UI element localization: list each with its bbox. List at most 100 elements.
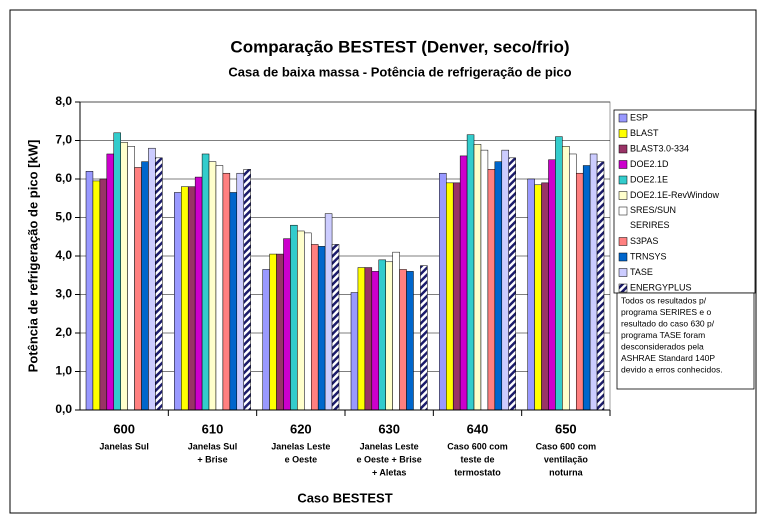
legend-label: DOE2.1E-RevWindow	[630, 190, 720, 200]
legend-box	[613, 109, 756, 294]
bar	[174, 192, 182, 411]
y-tick-label: 5,0	[55, 210, 72, 224]
bar	[155, 157, 163, 411]
bar	[575, 172, 584, 411]
bar	[480, 149, 489, 411]
bar	[324, 213, 333, 411]
bar	[194, 176, 203, 411]
bar	[181, 186, 189, 411]
x-tick-note: Janelas Leste	[271, 441, 330, 451]
y-tick-label: 0,0	[55, 402, 72, 416]
bar	[350, 292, 359, 411]
legend-swatch	[618, 268, 628, 277]
y-tick-label: 7,0	[55, 133, 72, 147]
bar	[527, 178, 535, 411]
note-box	[616, 292, 755, 390]
bar	[473, 144, 482, 411]
bar	[310, 244, 319, 411]
bar	[562, 146, 570, 411]
note-line: desconsiderados pela	[621, 341, 704, 351]
x-tick-note: + Aletas	[372, 467, 406, 477]
y-tick-label: 1,0	[55, 364, 72, 378]
legend-label: DOE2.1D	[630, 159, 669, 169]
x-tick-label: 650	[555, 421, 577, 436]
bar	[304, 232, 312, 411]
x-tick-note: Caso 600 com	[447, 441, 508, 451]
bar	[92, 180, 101, 411]
legend-label: S3PAS	[630, 236, 658, 246]
x-tick-label: 610	[202, 421, 224, 436]
y-tick-label: 8,0	[55, 94, 72, 108]
legend-swatch	[618, 206, 628, 216]
x-axis-label: Caso BESTEST	[297, 490, 392, 505]
note-line: programa SERIRES e o	[621, 307, 712, 317]
bar	[569, 153, 577, 411]
bar	[148, 147, 156, 411]
legend-swatch	[618, 160, 628, 169]
x-tick-label: 630	[378, 421, 400, 436]
legend-label: DOE2.1E	[630, 174, 668, 184]
bar	[317, 246, 326, 411]
x-tick-note: Janelas Sul	[99, 441, 149, 451]
bar	[106, 153, 115, 411]
note-line: ASHRAE Standard 140P	[621, 353, 715, 363]
bar	[589, 153, 598, 411]
bar	[392, 251, 400, 411]
legend-label: TASE	[630, 267, 653, 277]
x-tick-note: + Brise	[197, 454, 227, 464]
bar	[548, 159, 556, 411]
bar	[134, 167, 142, 411]
x-tick-note: termostato	[454, 467, 501, 477]
x-tick-note: teste de	[460, 454, 494, 464]
bar	[406, 271, 414, 411]
bar	[508, 157, 516, 411]
x-tick-note: e Oeste	[285, 454, 318, 464]
x-tick-note: ventilação	[544, 454, 589, 464]
bar	[420, 265, 428, 411]
bar	[243, 169, 251, 411]
y-tick-label: 2,0	[55, 325, 72, 339]
x-tick-note: Janelas Leste	[360, 441, 419, 451]
bar	[187, 186, 196, 411]
legend-label: TRNSYS	[630, 251, 667, 261]
x-tick-note: noturna	[549, 467, 583, 477]
bar	[446, 182, 454, 411]
legend-swatch	[618, 191, 628, 200]
bar	[236, 172, 244, 411]
legend-label: SRES/SUN SERIRES	[630, 205, 676, 230]
bar	[141, 161, 149, 411]
bar	[596, 161, 605, 411]
bar	[269, 253, 277, 411]
bar	[290, 224, 298, 411]
bar	[276, 253, 284, 411]
note-line: Todos os resultados p/	[621, 295, 707, 305]
bar	[331, 244, 340, 411]
bar	[541, 182, 549, 411]
chart-subtitle: Casa de baixa massa - Potência de refrig…	[228, 64, 571, 79]
bar	[201, 153, 210, 411]
legend-label: ENERGYPLUS	[630, 282, 692, 292]
x-tick-label: 600	[113, 421, 135, 436]
legend-swatch	[618, 113, 628, 123]
bar	[452, 182, 461, 411]
note-line: resultado do caso 630 p/	[621, 318, 715, 328]
bar	[113, 132, 121, 411]
bar	[283, 238, 291, 411]
y-axis-label: Potência de refrigeração de pico [kW]	[25, 140, 40, 373]
legend-swatch	[618, 283, 628, 293]
chart-title: Comparação BESTEST (Denver, seco/frio)	[230, 37, 569, 56]
bar	[466, 134, 475, 411]
bar	[297, 230, 305, 411]
legend-swatch	[618, 144, 628, 154]
bar	[501, 149, 509, 411]
bar	[385, 261, 393, 411]
legend-label: BLAST3.0-334	[630, 143, 689, 153]
bar	[85, 171, 94, 411]
bar	[439, 172, 447, 411]
bar	[487, 169, 496, 411]
y-tick-label: 3,0	[55, 287, 72, 301]
legend-swatch	[618, 237, 628, 246]
x-tick-note: Caso 600 com	[536, 441, 597, 451]
bar	[378, 259, 386, 411]
bar	[364, 267, 373, 411]
